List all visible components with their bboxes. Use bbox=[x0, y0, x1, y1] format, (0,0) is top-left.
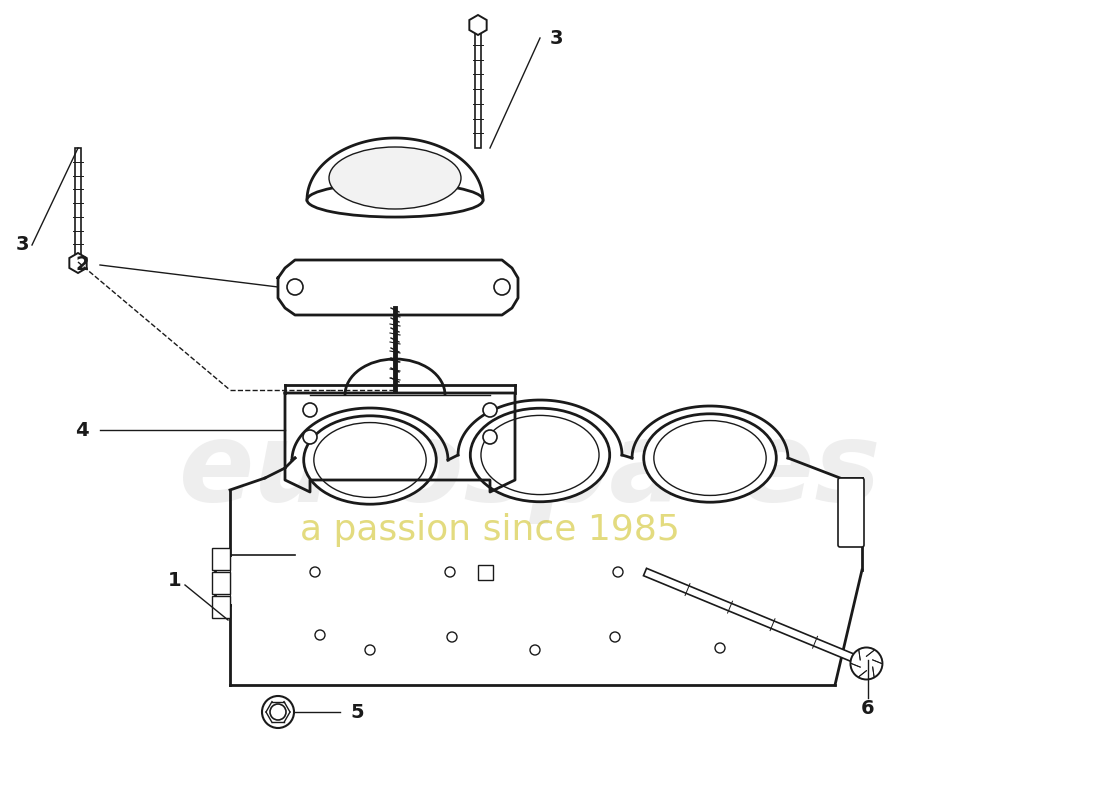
Circle shape bbox=[494, 279, 510, 295]
Ellipse shape bbox=[329, 147, 461, 209]
Circle shape bbox=[483, 430, 497, 444]
Ellipse shape bbox=[481, 415, 600, 494]
Ellipse shape bbox=[653, 421, 767, 495]
Ellipse shape bbox=[314, 422, 426, 498]
Circle shape bbox=[483, 403, 497, 417]
Text: 4: 4 bbox=[75, 421, 89, 439]
Circle shape bbox=[287, 279, 303, 295]
Circle shape bbox=[315, 630, 324, 640]
Polygon shape bbox=[644, 568, 859, 663]
Ellipse shape bbox=[307, 183, 483, 217]
Circle shape bbox=[365, 645, 375, 655]
Polygon shape bbox=[307, 138, 483, 200]
Circle shape bbox=[302, 430, 317, 444]
Ellipse shape bbox=[471, 408, 609, 502]
Circle shape bbox=[262, 696, 294, 728]
Text: 2: 2 bbox=[75, 255, 89, 274]
Circle shape bbox=[447, 632, 456, 642]
Circle shape bbox=[530, 645, 540, 655]
Polygon shape bbox=[75, 148, 81, 258]
Text: a passion since 1985: a passion since 1985 bbox=[300, 513, 680, 547]
Ellipse shape bbox=[644, 414, 777, 502]
Polygon shape bbox=[475, 30, 481, 148]
FancyBboxPatch shape bbox=[838, 478, 864, 547]
Circle shape bbox=[310, 567, 320, 577]
Text: 3: 3 bbox=[550, 29, 563, 47]
Circle shape bbox=[613, 567, 623, 577]
Bar bbox=[478, 565, 493, 580]
Text: 3: 3 bbox=[15, 235, 29, 254]
Text: 5: 5 bbox=[350, 702, 364, 722]
Circle shape bbox=[850, 647, 882, 679]
Circle shape bbox=[446, 567, 455, 577]
Ellipse shape bbox=[342, 190, 448, 214]
Bar bbox=[212, 548, 230, 570]
Bar bbox=[212, 572, 230, 594]
Polygon shape bbox=[69, 253, 87, 273]
Circle shape bbox=[302, 403, 317, 417]
Text: 1: 1 bbox=[168, 570, 182, 590]
Circle shape bbox=[715, 643, 725, 653]
Text: 6: 6 bbox=[861, 698, 875, 718]
Ellipse shape bbox=[304, 416, 437, 504]
Circle shape bbox=[270, 704, 286, 720]
Bar bbox=[212, 596, 230, 618]
Circle shape bbox=[610, 632, 620, 642]
Polygon shape bbox=[278, 260, 518, 315]
Text: eurospares: eurospares bbox=[178, 417, 881, 523]
Polygon shape bbox=[470, 15, 486, 35]
